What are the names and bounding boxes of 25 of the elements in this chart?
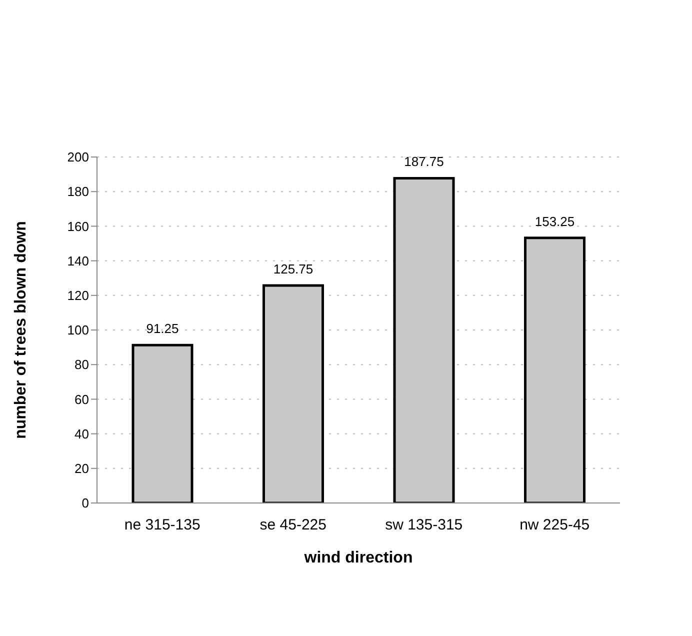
y-tick-label: 40 bbox=[74, 426, 89, 442]
bar bbox=[393, 176, 455, 503]
data-label: 125.75 bbox=[273, 261, 314, 276]
y-tick-label: 160 bbox=[67, 218, 89, 234]
x-tick-label: ne 315-135 bbox=[124, 516, 200, 534]
bar bbox=[132, 344, 194, 503]
x-tick-label: nw 225-45 bbox=[520, 516, 590, 534]
y-tick-label: 140 bbox=[67, 253, 89, 268]
y-tick-label: 120 bbox=[67, 288, 89, 304]
data-label: 91.25 bbox=[146, 321, 179, 336]
data-label: 187.75 bbox=[404, 154, 444, 170]
data-label: 153.25 bbox=[534, 214, 575, 229]
y-tick-label: 20 bbox=[74, 461, 89, 476]
y-tick-label: 80 bbox=[74, 357, 89, 372]
y-axis-title: number of trees blown down bbox=[12, 221, 30, 439]
y-tick-label: 200 bbox=[67, 150, 89, 165]
y-tick-label: 180 bbox=[67, 184, 89, 200]
x-tick-label: se 45-225 bbox=[260, 516, 326, 534]
x-axis-title: wind direction bbox=[303, 549, 413, 566]
y-tick-label: 100 bbox=[67, 322, 89, 338]
x-tick-label: sw 135-315 bbox=[385, 516, 463, 534]
bar bbox=[262, 284, 324, 503]
y-tick-label: 60 bbox=[74, 392, 89, 407]
bar bbox=[524, 236, 586, 503]
y-tick-label: 0 bbox=[82, 496, 89, 511]
